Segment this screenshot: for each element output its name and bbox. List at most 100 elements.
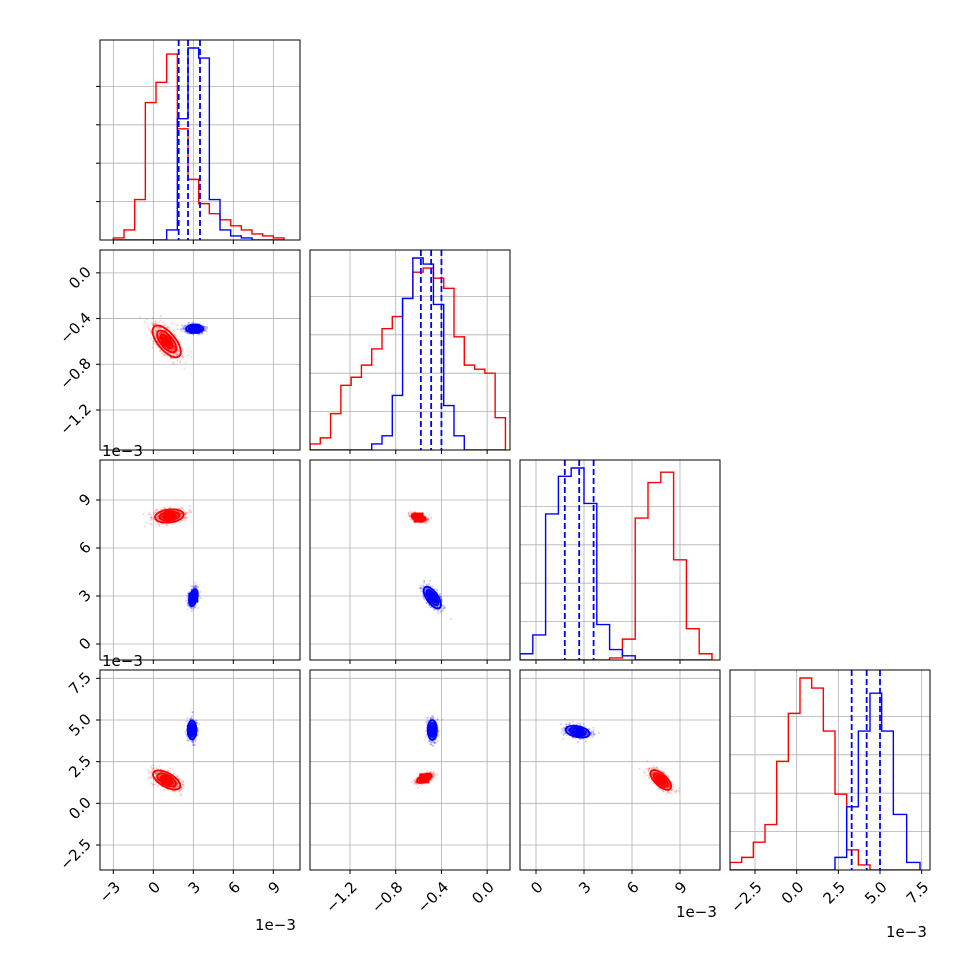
scatter-point	[172, 773, 175, 776]
scatter-point	[192, 586, 195, 589]
scatter-point	[439, 610, 442, 613]
scatter-point	[176, 328, 179, 331]
density-peak	[427, 592, 438, 603]
scatter-point	[153, 767, 156, 770]
scatter-point	[172, 361, 175, 364]
scatter-point	[190, 607, 193, 610]
scatter-point	[186, 739, 189, 742]
scatter-point	[185, 515, 188, 518]
panel-border	[99, 39, 301, 241]
scatter-point	[422, 584, 425, 587]
hist-line-series-b	[730, 692, 921, 870]
scatter-point	[156, 510, 159, 512]
scatter-point	[154, 523, 157, 526]
scatter-point	[176, 514, 179, 516]
scatter-point	[162, 321, 165, 324]
scatter-point	[184, 520, 187, 522]
scatter-point	[189, 511, 192, 514]
scatter-point	[151, 516, 154, 519]
panel-border	[99, 249, 301, 451]
contour-line	[425, 589, 440, 606]
scatter-point	[156, 785, 159, 788]
scatter-point	[164, 507, 167, 510]
scatter-point	[172, 768, 175, 771]
scatter-point	[179, 512, 182, 515]
pair-panel-0-1	[96, 249, 301, 454]
scatter-point	[157, 327, 160, 330]
hist-line-series-b	[310, 257, 506, 450]
scatter-point	[182, 325, 185, 328]
scatter-point	[436, 589, 439, 592]
scatter-point	[157, 335, 160, 338]
scatter-point	[425, 521, 428, 524]
scatter-point	[151, 324, 154, 327]
contour-line	[162, 776, 171, 784]
pair-panel-1-2	[309, 459, 511, 664]
hist-line-series-a	[730, 677, 920, 870]
scatter-point	[160, 331, 163, 334]
scatter-point	[153, 323, 156, 325]
scatter-point	[162, 353, 165, 356]
scatter-point	[190, 355, 193, 358]
scatter-point	[154, 511, 157, 514]
contour-line	[152, 769, 182, 791]
scatter-point	[197, 333, 200, 336]
scatter-point	[196, 729, 199, 732]
hist-line-series-a	[112, 53, 285, 240]
scatter-point	[168, 507, 171, 509]
scatter-point	[187, 321, 190, 324]
scatter-point	[155, 509, 158, 512]
scatter-point	[159, 350, 162, 353]
scatter-point	[151, 317, 154, 319]
scatter-point	[441, 604, 444, 607]
scatter-point	[196, 586, 199, 589]
scatter-point	[184, 732, 187, 735]
scatter-point	[186, 601, 189, 604]
scatter-point	[197, 730, 200, 733]
scatter-point	[424, 515, 427, 517]
scatter-point	[156, 767, 159, 770]
scatter-point	[203, 325, 206, 328]
scatter-point	[179, 361, 182, 364]
scatter-point	[186, 516, 189, 519]
scatter-point	[149, 522, 152, 525]
scatter-point	[177, 351, 180, 354]
scatter-point	[152, 340, 155, 343]
scatter-point	[178, 789, 181, 792]
scatter-point	[160, 515, 163, 518]
scatter-point	[150, 770, 153, 773]
scatter-point	[182, 784, 185, 787]
scatter-point	[179, 520, 182, 523]
scatter-point	[188, 509, 191, 512]
scatter-point	[192, 608, 195, 611]
scatter-point	[181, 356, 184, 359]
scatter-point	[174, 352, 177, 355]
scatter-point	[182, 787, 185, 790]
scatter-point	[409, 510, 412, 513]
scatter-point	[159, 332, 162, 334]
scatter-point	[186, 608, 189, 611]
scatter-point	[433, 609, 436, 612]
scatter-point	[175, 774, 178, 777]
contour-line	[154, 508, 185, 524]
scatter-point	[419, 586, 422, 589]
scatter-point	[191, 711, 194, 714]
scatter-point	[178, 778, 181, 781]
scatter-point	[201, 332, 204, 335]
scatter-point	[172, 347, 175, 350]
contour-line	[187, 325, 202, 333]
scatter-point	[450, 618, 452, 621]
scatter-point	[426, 516, 429, 519]
scatter-point	[181, 355, 184, 358]
scatter-point	[166, 326, 169, 329]
scatter-point	[160, 331, 163, 334]
scatter-point	[186, 594, 189, 597]
scatter-point	[157, 771, 160, 774]
scatter-point	[183, 367, 186, 370]
panel-border	[309, 459, 511, 661]
scatter-point	[154, 322, 157, 325]
hist-line-series-b	[520, 467, 712, 660]
contour-line	[162, 336, 171, 347]
contour-line	[165, 513, 174, 519]
